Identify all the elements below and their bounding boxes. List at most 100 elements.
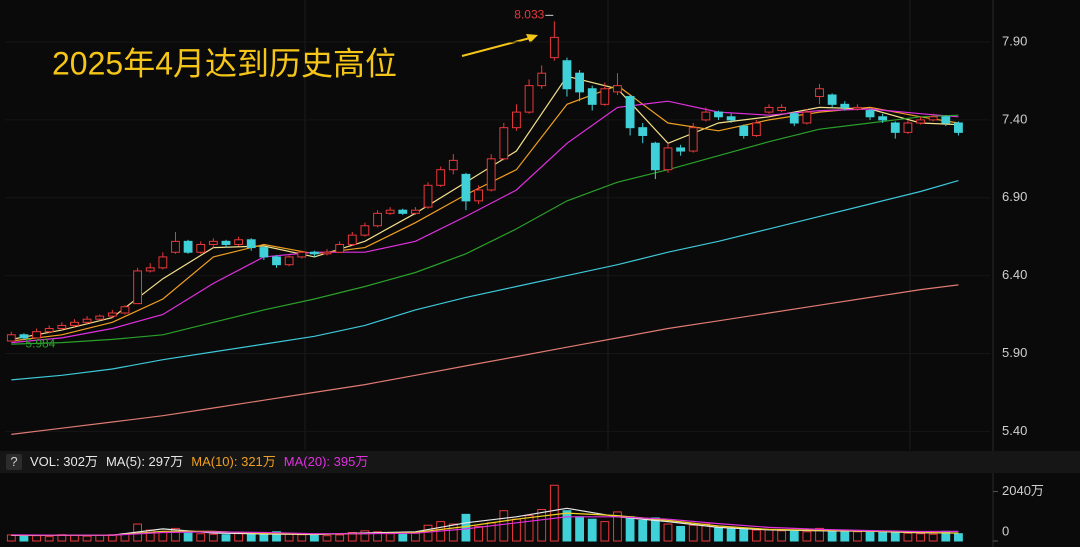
candle-body <box>107 312 117 317</box>
candle-body <box>714 111 723 118</box>
candle-body <box>549 36 559 59</box>
candle-body <box>411 209 420 214</box>
y-tick-label: 6.40 <box>1002 267 1027 282</box>
candle-body <box>789 113 799 124</box>
candle-body <box>663 147 673 171</box>
volume-bar <box>650 517 660 542</box>
volume-tick-label: 0 <box>1002 523 1009 538</box>
candle-body <box>297 251 307 258</box>
candle-body <box>95 315 105 320</box>
volume-bar <box>221 534 231 542</box>
volume-ma-line <box>11 516 959 536</box>
volume-bar <box>385 533 395 542</box>
candle-body <box>158 256 168 269</box>
candle-body <box>57 324 67 330</box>
volume-bar <box>82 535 92 542</box>
volume-bar <box>95 534 105 542</box>
candle-body <box>650 142 660 171</box>
volume-bar <box>613 511 622 542</box>
volume-bar <box>916 533 925 542</box>
volume-bar <box>726 528 736 542</box>
candle-body <box>878 116 888 121</box>
volume-bar <box>19 535 29 542</box>
candle-body <box>688 127 698 152</box>
candle-body <box>739 125 749 136</box>
volume-legend: MA(5): 297万 <box>106 454 183 469</box>
volume-bar <box>587 518 597 542</box>
candle-body <box>19 334 29 339</box>
candle-body <box>537 72 547 87</box>
candle-body <box>6 334 16 342</box>
volume-bar <box>903 532 913 542</box>
candle-body <box>600 88 610 105</box>
y-tick-label: 7.40 <box>1002 111 1027 126</box>
volume-bar <box>575 516 584 542</box>
candle-body <box>575 72 584 93</box>
candle-body <box>890 122 900 133</box>
candle-body <box>928 116 938 121</box>
candle-body <box>360 225 370 236</box>
volume-bar <box>625 516 635 542</box>
volume-bar <box>309 534 319 542</box>
candle-body <box>373 212 382 227</box>
candle-body <box>70 321 79 326</box>
candle-body <box>916 119 925 124</box>
candle-body <box>145 267 155 272</box>
volume-bar <box>373 531 382 542</box>
candle-body <box>613 85 622 93</box>
annotation-arrow <box>461 37 531 57</box>
candle-body <box>284 256 294 266</box>
candle-body <box>512 111 521 129</box>
help-box[interactable] <box>6 454 22 470</box>
volume-bar <box>562 510 572 542</box>
volume-bar <box>549 484 559 542</box>
candle-body <box>322 251 332 255</box>
candle-body <box>183 240 193 253</box>
candle-body <box>587 88 597 105</box>
volume-bar <box>878 532 888 542</box>
ma-line <box>11 284 959 435</box>
volume-bar <box>600 521 610 542</box>
volume-bar <box>537 509 547 542</box>
volume-bar <box>246 533 256 542</box>
volume-bar <box>865 530 875 542</box>
candle-body <box>461 173 471 202</box>
candle-body <box>827 94 837 105</box>
volume-bar <box>928 533 938 542</box>
volume-bar <box>259 533 269 542</box>
candle-body <box>865 110 875 118</box>
volume-bar <box>764 528 774 542</box>
candle-body <box>335 243 345 253</box>
volume-bar <box>840 530 850 542</box>
volume-bar <box>461 513 471 542</box>
candle-body <box>32 331 41 339</box>
candle-body <box>196 243 206 253</box>
volume-bar <box>272 531 281 542</box>
ma-line <box>11 100 959 344</box>
candle-body <box>309 251 319 255</box>
volume-header <box>0 451 1080 473</box>
candle-body <box>562 60 572 90</box>
candle-body <box>751 122 761 136</box>
annotation: 2025年4月达到历史高位 <box>52 45 397 81</box>
volume-legend: MA(20): 395万 <box>284 454 369 469</box>
candle-body <box>44 328 54 333</box>
volume-legend: MA(10): 321万 <box>191 454 276 469</box>
candle-body <box>234 239 244 245</box>
volume-bar <box>751 529 761 542</box>
candle-body <box>272 256 281 266</box>
help-icon[interactable]: ? <box>10 454 17 469</box>
volume-bar <box>70 534 79 542</box>
volume-bar <box>322 535 332 542</box>
volume-bar <box>32 535 41 542</box>
candle-body <box>448 159 458 171</box>
candle-body <box>221 240 231 245</box>
volume-legend: VOL: 302万 <box>30 454 98 469</box>
max-label: 8.033 <box>514 8 544 22</box>
candle-body <box>133 270 143 305</box>
candle-body <box>840 103 850 108</box>
candle-body <box>903 122 913 133</box>
volume-bar <box>688 524 698 542</box>
volume-bar <box>890 531 900 542</box>
